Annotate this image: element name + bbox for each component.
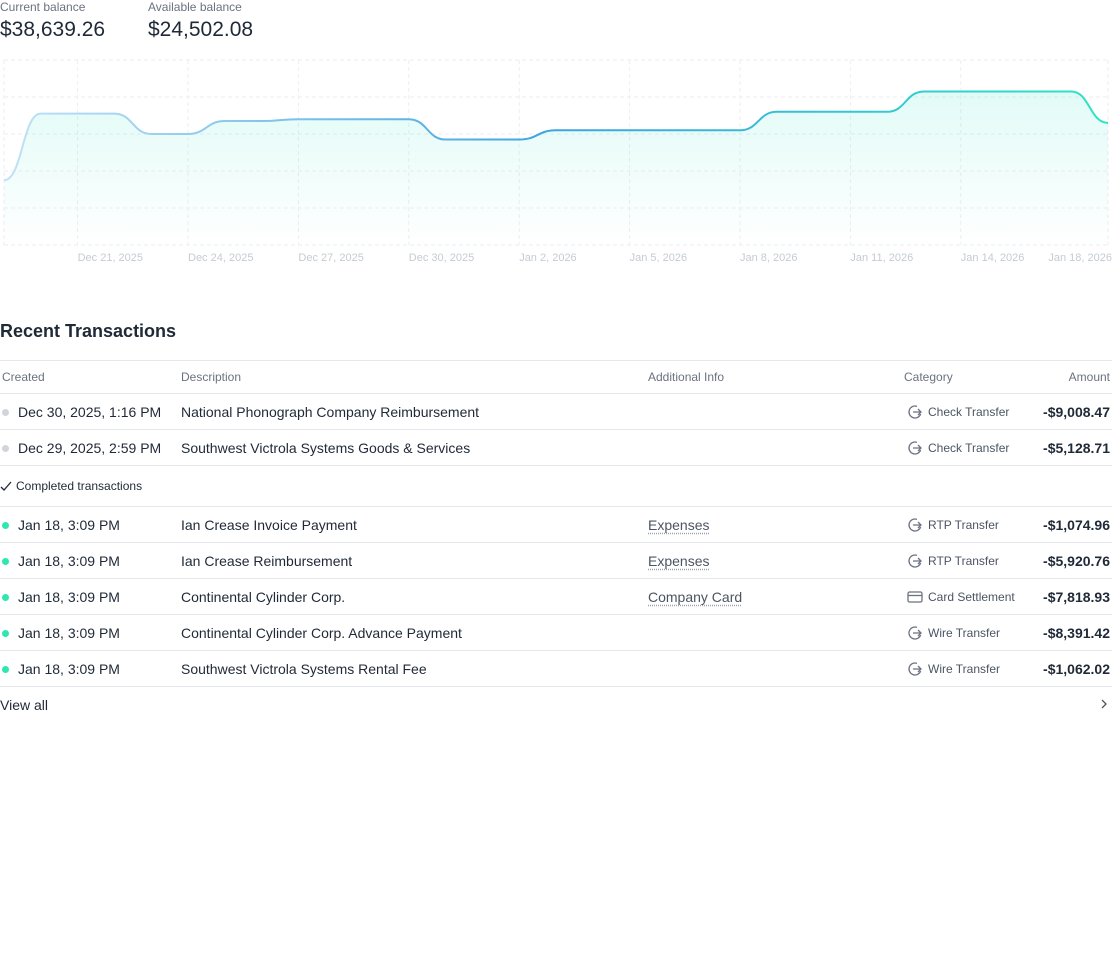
amount: -$1,074.96 xyxy=(1043,517,1110,533)
x-tick-label: Jan 14, 2026 xyxy=(961,252,1025,264)
transfer-icon xyxy=(907,394,923,443)
status-dot xyxy=(2,409,9,416)
x-tick-label: Jan 8, 2026 xyxy=(740,252,798,264)
transaction-row[interactable]: Jan 18, 3:09 PM Ian Crease Reimbursement… xyxy=(0,542,1112,579)
description: Continental Cylinder Corp. xyxy=(181,589,346,605)
transfer-icon xyxy=(907,615,923,664)
category: Wire Transfer xyxy=(928,662,1001,676)
transaction-row[interactable]: Dec 29, 2025, 2:59 PM Southwest Victrola… xyxy=(0,429,1112,466)
additional-info[interactable]: Expenses xyxy=(648,517,710,533)
column-header: Description xyxy=(181,370,242,384)
balance-area xyxy=(4,91,1108,245)
description: Southwest Victrola Systems Goods & Servi… xyxy=(181,440,471,456)
card-icon xyxy=(907,579,923,628)
column-header: Created xyxy=(2,370,45,384)
x-tick-label: Dec 21, 2025 xyxy=(78,252,143,264)
column-header: Amount xyxy=(1068,370,1110,384)
x-tick-label: Jan 2, 2026 xyxy=(519,252,577,264)
description: National Phonograph Company Reimbursemen… xyxy=(181,404,480,420)
balance-label: Available balance xyxy=(148,0,242,14)
additional-info[interactable]: Expenses xyxy=(648,553,710,569)
created: Jan 18, 3:09 PM xyxy=(18,517,120,533)
transaction-row[interactable]: Jan 18, 3:09 PM Continental Cylinder Cor… xyxy=(0,578,1112,615)
transaction-row[interactable]: Jan 18, 3:09 PM Ian Crease Invoice Payme… xyxy=(0,506,1112,543)
status-dot xyxy=(2,445,9,452)
created: Jan 18, 3:09 PM xyxy=(18,589,120,605)
transfer-icon xyxy=(907,430,923,479)
transfer-icon xyxy=(907,507,923,556)
table-header: Created Description Additional Info Cate… xyxy=(0,360,1112,394)
category: Check Transfer xyxy=(928,441,1010,455)
balance-amount: $38,639.26 xyxy=(0,18,106,41)
category: RTP Transfer xyxy=(928,554,999,568)
created: Jan 18, 3:09 PM xyxy=(18,661,120,677)
description: Continental Cylinder Corp. Advance Payme… xyxy=(181,625,462,641)
description: Ian Crease Reimbursement xyxy=(181,553,353,569)
balance-label: Current balance xyxy=(0,0,86,14)
transaction-row[interactable]: Dec 30, 2025, 1:16 PM National Phonograp… xyxy=(0,393,1112,430)
balance-line xyxy=(3,90,1109,182)
x-tick-label: Dec 24, 2025 xyxy=(188,252,253,264)
created: Dec 30, 2025, 1:16 PM xyxy=(18,404,162,420)
description: Southwest Victrola Systems Rental Fee xyxy=(181,661,427,677)
additional-info[interactable]: Company Card xyxy=(648,589,743,605)
category: Check Transfer xyxy=(928,405,1010,419)
column-header: Additional Info xyxy=(648,370,725,384)
amount: -$9,008.47 xyxy=(1043,404,1110,420)
x-tick-label: Jan 18, 2026 xyxy=(1048,252,1112,264)
amount: -$5,128.71 xyxy=(1043,440,1110,456)
x-tick-label: Jan 5, 2026 xyxy=(630,252,688,264)
amount: -$8,391.42 xyxy=(1043,625,1110,641)
created: Dec 29, 2025, 2:59 PM xyxy=(18,440,162,456)
created: Jan 18, 3:09 PM xyxy=(18,625,120,641)
transaction-row[interactable]: Jan 18, 3:09 PM Southwest Victrola Syste… xyxy=(0,650,1112,687)
amount: -$1,062.02 xyxy=(1043,661,1110,677)
x-tick-label: Dec 27, 2025 xyxy=(298,252,363,264)
status-dot xyxy=(2,594,9,601)
section-title: Recent Transactions xyxy=(0,321,177,341)
chevron-icon xyxy=(1100,687,1108,736)
status-dot xyxy=(2,630,9,637)
category: Wire Transfer xyxy=(928,626,1001,640)
amount: -$5,920.76 xyxy=(1043,553,1110,569)
section-row[interactable]: Completed transactions xyxy=(0,465,1112,507)
view-all-link[interactable]: View all xyxy=(0,697,48,713)
category: RTP Transfer xyxy=(928,518,999,532)
amount: -$7,818.93 xyxy=(1043,589,1110,605)
check-icon xyxy=(0,466,12,524)
status-dot xyxy=(2,558,9,565)
description: Ian Crease Invoice Payment xyxy=(181,517,357,533)
x-tick-label: Dec 30, 2025 xyxy=(409,252,474,264)
balance-chart: Dec 21, 2025 Dec 24, 2025 Dec 27, 2025 Dec … xyxy=(3,59,1112,264)
created: Jan 18, 3:09 PM xyxy=(18,553,120,569)
status-dot xyxy=(2,522,9,529)
transfer-icon xyxy=(907,543,923,592)
balance-amount: $24,502.08 xyxy=(148,18,254,41)
x-tick-label: Jan 11, 2026 xyxy=(850,252,913,264)
section-label: Completed transactions xyxy=(16,479,143,493)
column-header: Category xyxy=(904,370,953,384)
transaction-row[interactable]: Jan 18, 3:09 PM Continental Cylinder Cor… xyxy=(0,614,1112,651)
category: Card Settlement xyxy=(928,590,1015,604)
view-all-row[interactable]: View all xyxy=(0,686,1112,723)
status-dot xyxy=(2,666,9,673)
transfer-icon xyxy=(907,651,923,700)
